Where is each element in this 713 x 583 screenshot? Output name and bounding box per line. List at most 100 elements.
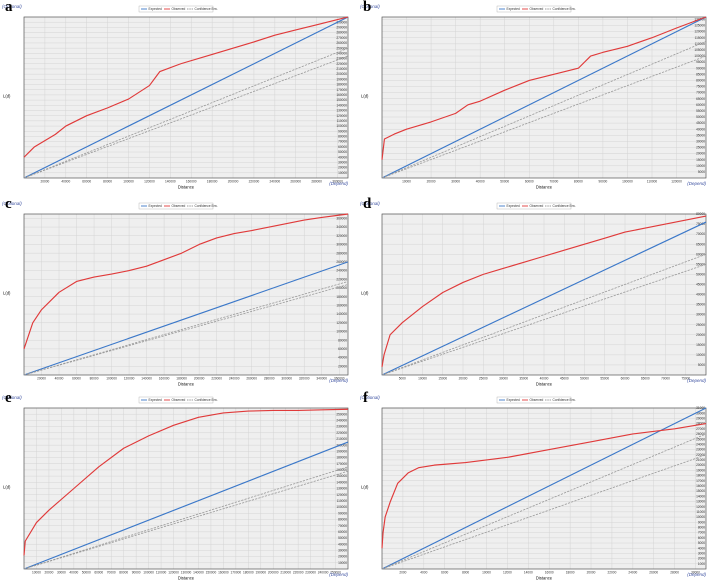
x-tick-label: 40000 [55, 377, 64, 381]
optional-link[interactable]: (Optional) [360, 4, 380, 9]
panel-letter: d [363, 196, 372, 212]
y-tick-label: 10000 [338, 561, 347, 565]
legend: Expected Observed Confidence Env. [138, 396, 218, 404]
y-tick-label: 90000 [338, 511, 347, 515]
y-axis-label: L(d) [361, 291, 369, 296]
x-tick-label: 35000 [519, 377, 528, 381]
x-tick-label: 80000 [103, 180, 112, 184]
legend: Expected Observed Confidence Env. [138, 5, 218, 13]
x-tick-label: 8000 [462, 571, 469, 575]
x-tick-label: 260000 [290, 180, 301, 184]
chart-panel-c: 20000 40000 60000 80000 100000 120000 140000 16… [0, 196, 350, 387]
x-tick-label: 20000 [587, 571, 596, 575]
legend-label-expected: Expected [507, 7, 521, 11]
panel-letter: f [363, 390, 368, 406]
x-tick-label: 300000 [332, 180, 343, 184]
x-axis-label: Distance [536, 576, 553, 581]
y-tick-label: 29000 [696, 416, 705, 420]
y-axis-label: L(d) [361, 485, 369, 490]
y-tick-label: 5000 [698, 170, 705, 174]
x-tick-label: 6000 [441, 571, 448, 575]
y-tick-label: 18000 [696, 474, 705, 478]
depend-link[interactable]: (Depend) [687, 378, 706, 383]
y-tick-label: 260000 [336, 260, 347, 264]
x-tick-label: 320000 [299, 377, 310, 381]
y-tick-label: 115000 [695, 36, 706, 40]
legend-label-expected: Expected [507, 204, 521, 208]
legend-label-observed: Observed [530, 204, 544, 208]
optional-link[interactable]: (Optional) [2, 395, 22, 400]
y-tick-label: 270000 [336, 36, 347, 40]
y-tick-label: 50000 [338, 150, 347, 154]
depend-link[interactable]: (Depend) [329, 572, 348, 577]
x-tick-label: 140000 [165, 180, 176, 184]
optional-link[interactable]: (Optional) [2, 4, 22, 9]
y-tick-label: 240000 [336, 418, 347, 422]
y-tick-label: 13000 [696, 500, 705, 504]
plot-border [381, 407, 707, 570]
y-tick-label: 130000 [336, 487, 347, 491]
x-tick-label: 70000 [661, 377, 670, 381]
y-tick-label: 23000 [696, 448, 705, 452]
x-tick-label: 160000 [218, 571, 229, 575]
legend-box [496, 396, 572, 404]
y-tick-label: 240000 [336, 51, 347, 55]
y-tick-label: 50000 [338, 536, 347, 540]
x-tick-label: 60000 [621, 377, 630, 381]
y-tick-label: 55000 [696, 262, 705, 266]
y-tick-label: 75000 [696, 85, 705, 89]
chart-panel-b: 10000 20000 30000 40000 50000 60000 70000 80000… [358, 0, 708, 190]
y-tick-label: 260000 [336, 41, 347, 45]
y-tick-label: 20000 [696, 333, 705, 337]
y-axis-label: L(d) [361, 94, 369, 99]
chart-svg: 2000 4000 6000 8000 10000 12000 14000 16000 1800… [361, 396, 707, 581]
y-tick-label: 80000 [338, 338, 347, 342]
x-tick-label: 26000 [649, 571, 658, 575]
legend-label-envelope: Confidence Env. [195, 7, 218, 11]
y-tick-label: 25000 [696, 323, 705, 327]
x-tick-label: 50000 [82, 571, 91, 575]
y-tick-label: 140000 [336, 480, 347, 484]
y-axis-label: L(d) [3, 291, 11, 296]
y-tick-label: 360000 [336, 216, 347, 220]
y-tick-label: 40000 [338, 356, 347, 360]
optional-link[interactable]: (Optional) [2, 201, 22, 206]
x-tick-label: 30000 [499, 377, 508, 381]
observed-series-line [23, 408, 349, 556]
x-tick-label: 40000 [540, 377, 549, 381]
y-tick-label: 80000 [696, 79, 705, 83]
depend-link[interactable]: (Depend) [687, 181, 706, 186]
x-tick-label: 12000 [503, 571, 512, 575]
y-tick-label: 20000 [338, 555, 347, 559]
y-tick-label: 300000 [336, 243, 347, 247]
y-tick-label: 180000 [336, 83, 347, 87]
legend: Expected Observed Confidence Env. [496, 202, 576, 210]
y-tick-label: 90000 [338, 129, 347, 133]
y-tick-label: 130000 [336, 109, 347, 113]
legend-box [138, 5, 214, 13]
y-tick-label: 40000 [696, 127, 705, 131]
depend-link[interactable]: (Depend) [329, 378, 348, 383]
y-tick-label: 70000 [338, 524, 347, 528]
observed-series-line [23, 213, 349, 350]
y-tick-label: 200000 [336, 72, 347, 76]
depend-link[interactable]: (Depend) [687, 572, 706, 577]
y-tick-label: 30000 [338, 161, 347, 165]
x-axis-label: Distance [178, 576, 195, 581]
y-tick-label: 45000 [696, 283, 705, 287]
legend-label-envelope: Confidence Env. [553, 7, 576, 11]
optional-link[interactable]: (Optional) [360, 201, 380, 206]
depend-link[interactable]: (Depend) [329, 181, 348, 186]
x-axis-label: Distance [536, 185, 553, 190]
y-tick-label: 200000 [336, 443, 347, 447]
y-tick-label: 100000 [336, 124, 347, 128]
y-tick-label: 27000 [696, 427, 705, 431]
x-tick-label: 40000 [61, 180, 70, 184]
x-tick-label: 75000 [681, 377, 690, 381]
x-tick-label: 120000 [168, 571, 179, 575]
optional-link[interactable]: (Optional) [360, 395, 380, 400]
x-tick-label: 40000 [476, 180, 485, 184]
x-tick-label: 10000 [402, 180, 411, 184]
x-tick-label: 150000 [206, 571, 217, 575]
y-tick-label: 9000 [698, 520, 705, 524]
